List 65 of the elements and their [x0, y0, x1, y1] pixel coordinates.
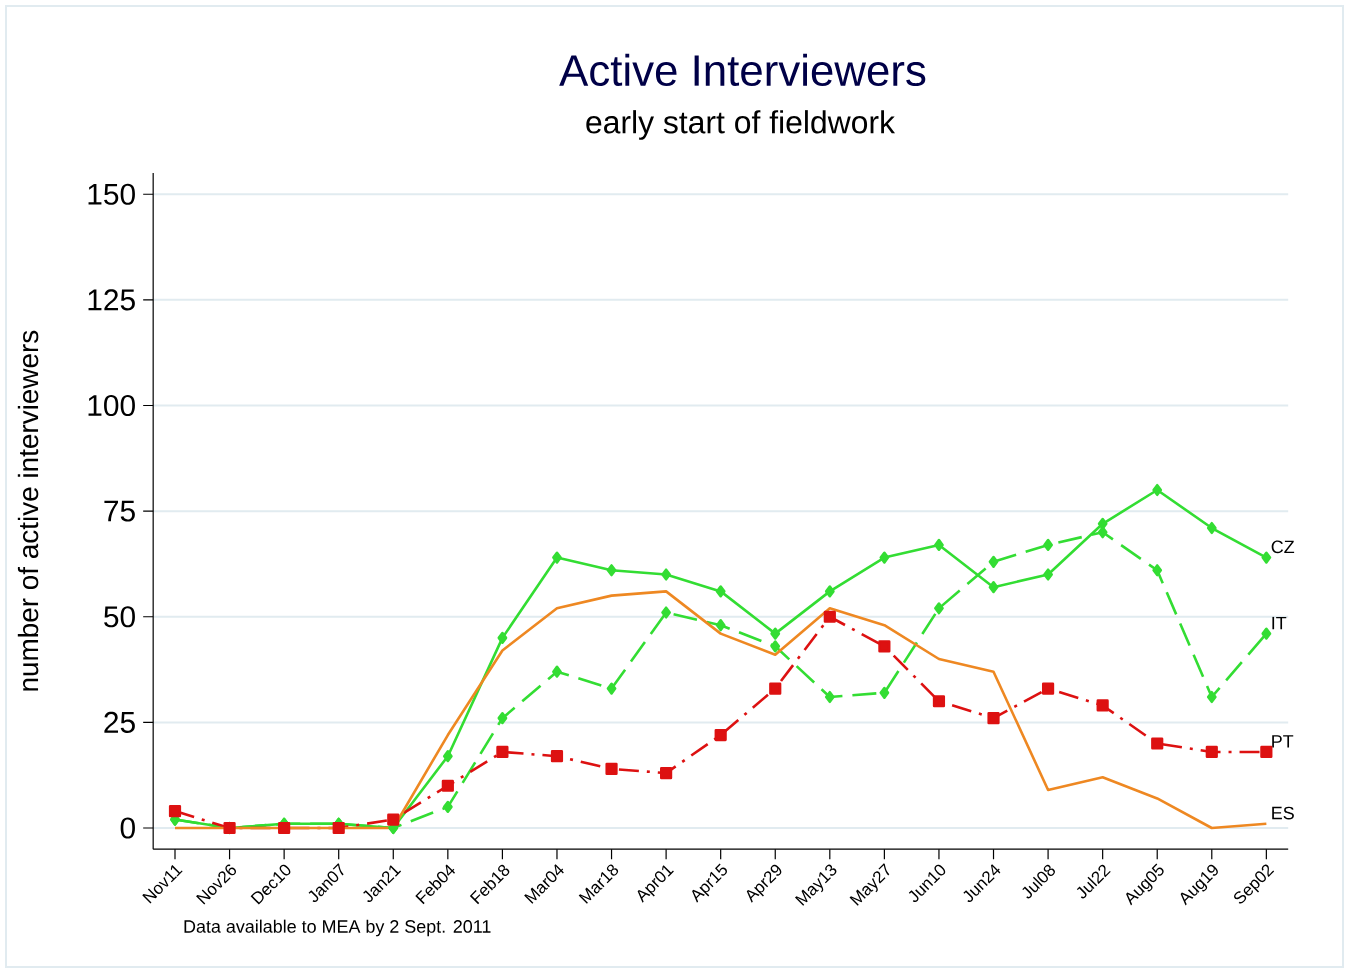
point [1261, 627, 1272, 640]
point [934, 538, 944, 552]
point [879, 551, 890, 564]
point [606, 564, 617, 577]
point [552, 551, 562, 564]
point [715, 619, 726, 632]
point [605, 762, 618, 775]
series-label: IT [1272, 616, 1287, 630]
point [661, 606, 672, 619]
series-label: ES [1272, 806, 1294, 820]
point [770, 627, 781, 640]
point [441, 779, 454, 792]
point [550, 750, 564, 763]
point [497, 712, 508, 725]
point [1043, 568, 1053, 581]
y-tick-label: 0 [120, 817, 135, 839]
series-label: PT [1272, 735, 1294, 748]
point [824, 585, 835, 598]
point [1206, 690, 1217, 704]
y-tick-label: 150 [88, 183, 135, 205]
y-axis-title: number of active interviewers [17, 330, 39, 691]
point [1261, 551, 1272, 564]
point [332, 821, 345, 835]
point [661, 568, 672, 581]
point [552, 665, 562, 678]
point [496, 745, 509, 759]
point [168, 805, 182, 818]
point [932, 695, 946, 708]
point [987, 712, 1000, 725]
point [497, 631, 508, 644]
point [660, 766, 673, 780]
point [1151, 737, 1164, 750]
point [606, 682, 617, 695]
point [770, 640, 781, 653]
point [1205, 745, 1218, 759]
chart-subtitle: early start of fieldwork [586, 110, 896, 140]
y-tick-label: 50 [104, 606, 135, 628]
chart-title: Active Interviewers [559, 53, 926, 87]
y-tick-label: 25 [104, 711, 135, 733]
y-tick-label: 75 [104, 500, 135, 522]
point [442, 750, 453, 763]
point [879, 686, 890, 699]
series-label: CZ [1271, 540, 1295, 554]
point [1152, 483, 1163, 497]
y-tick-label: 100 [88, 394, 135, 417]
point [988, 581, 999, 594]
y-tick-label: 125 [88, 289, 135, 311]
point [934, 602, 944, 615]
point [1206, 521, 1217, 535]
point [387, 813, 400, 826]
point [1260, 745, 1273, 759]
point [878, 640, 891, 653]
point [1041, 682, 1055, 695]
point [1152, 564, 1163, 577]
point [715, 585, 726, 598]
point [1043, 538, 1053, 552]
point [988, 555, 999, 568]
point [442, 800, 453, 813]
point [823, 610, 836, 623]
text: Data available to MEA by 2 Sept. 2011 [184, 919, 491, 937]
point [824, 690, 835, 704]
point [769, 682, 782, 695]
point [1096, 699, 1109, 712]
point [278, 821, 291, 835]
point [714, 728, 727, 742]
